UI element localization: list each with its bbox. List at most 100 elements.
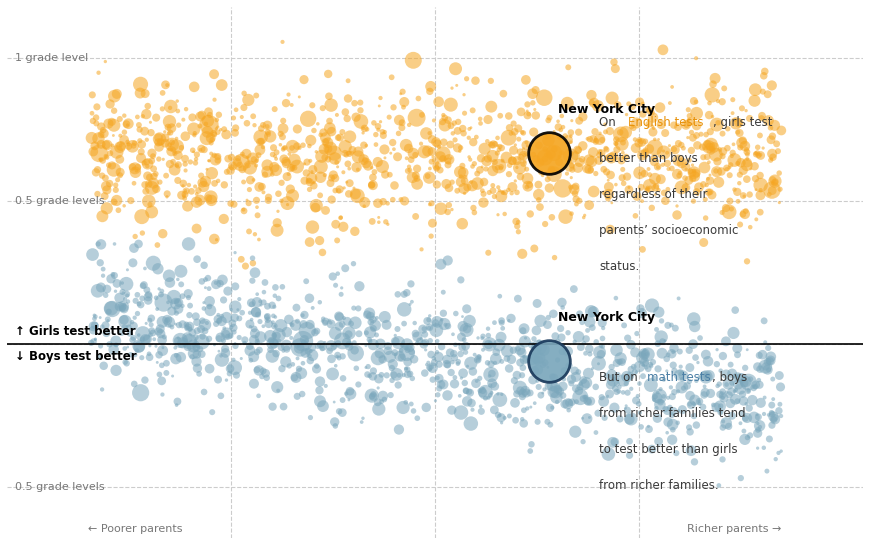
Point (434, 260, 448, 269)
Point (561, 406, 575, 415)
Point (454, 332, 468, 341)
Point (601, 190, 615, 198)
Point (219, 330, 233, 338)
Point (767, 177, 781, 185)
Point (256, 288, 270, 296)
Point (437, 121, 451, 130)
Point (253, 146, 267, 154)
Point (408, 329, 422, 338)
Point (400, 288, 414, 297)
Point (280, 328, 294, 336)
Point (278, 143, 292, 152)
Point (463, 155, 477, 164)
Point (592, 348, 606, 356)
Point (660, 428, 673, 437)
Point (479, 165, 493, 173)
Point (471, 356, 485, 365)
Point (429, 318, 443, 326)
Point (169, 354, 182, 363)
Point (411, 94, 425, 103)
Point (474, 407, 488, 416)
Point (275, 38, 289, 46)
Point (254, 300, 268, 309)
Point (381, 342, 395, 350)
Point (567, 185, 580, 194)
Point (130, 163, 144, 172)
Point (90, 119, 103, 128)
Point (425, 376, 439, 384)
Point (763, 353, 777, 361)
Point (667, 366, 680, 375)
Point (488, 158, 501, 166)
Point (670, 387, 684, 396)
Point (149, 342, 163, 350)
Point (158, 81, 172, 89)
Point (721, 391, 735, 399)
Point (552, 153, 566, 161)
Point (454, 219, 468, 228)
Point (599, 167, 613, 176)
Point (249, 365, 263, 374)
Point (141, 172, 155, 180)
Point (304, 167, 318, 176)
Point (163, 160, 176, 168)
Point (454, 343, 468, 352)
Point (644, 108, 658, 117)
Point (733, 384, 746, 393)
Point (302, 320, 316, 329)
Point (347, 304, 361, 312)
Point (394, 346, 408, 355)
Point (294, 369, 308, 378)
Point (510, 294, 524, 303)
Point (470, 355, 484, 364)
Point (660, 159, 673, 168)
Point (511, 344, 525, 353)
Point (152, 155, 166, 163)
Point (536, 346, 550, 354)
Point (156, 88, 169, 97)
Point (453, 350, 467, 359)
Point (732, 171, 746, 179)
Point (693, 334, 706, 342)
Point (698, 350, 712, 359)
Point (267, 322, 281, 330)
Point (243, 175, 257, 184)
Point (120, 291, 134, 300)
Point (166, 158, 180, 166)
Point (187, 125, 201, 134)
Point (225, 162, 239, 171)
Point (236, 103, 250, 112)
Point (391, 338, 405, 347)
Point (176, 179, 190, 188)
Point (624, 384, 638, 393)
Point (208, 130, 222, 139)
Point (465, 106, 479, 115)
Point (252, 346, 266, 354)
Point (144, 326, 158, 335)
Point (163, 117, 176, 126)
Point (442, 348, 456, 357)
Point (328, 422, 342, 431)
Point (235, 150, 249, 159)
Point (146, 329, 160, 337)
Point (680, 105, 694, 114)
Point (748, 150, 762, 159)
Point (207, 129, 221, 138)
Point (561, 63, 574, 72)
Point (189, 155, 202, 163)
Point (600, 154, 614, 162)
Point (307, 181, 321, 190)
Point (740, 154, 753, 163)
Point (182, 322, 196, 331)
Point (422, 164, 436, 173)
Point (583, 397, 597, 405)
Point (169, 297, 183, 306)
Point (171, 334, 185, 342)
Point (264, 336, 278, 345)
Point (504, 189, 518, 198)
Point (531, 383, 545, 391)
Point (501, 316, 515, 325)
Point (116, 304, 129, 313)
Point (401, 162, 415, 171)
Point (370, 398, 384, 407)
